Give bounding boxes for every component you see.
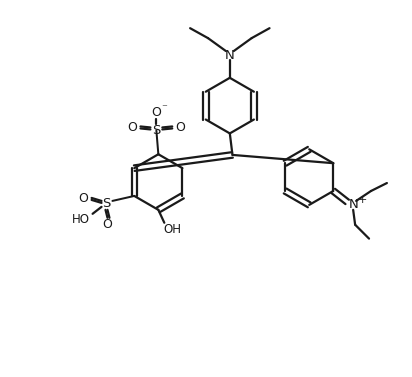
Text: ⁻: ⁻ [162,104,167,113]
Text: N: N [348,198,358,211]
Text: S: S [152,124,161,137]
Text: S: S [102,198,111,210]
Text: O: O [128,121,138,134]
Text: N: N [225,49,235,63]
Text: OH: OH [163,223,181,236]
Text: HO: HO [72,213,90,226]
Text: O: O [103,218,112,231]
Text: +: + [357,195,367,205]
Text: O: O [152,106,162,119]
Text: O: O [79,192,89,205]
Text: O: O [175,121,185,134]
